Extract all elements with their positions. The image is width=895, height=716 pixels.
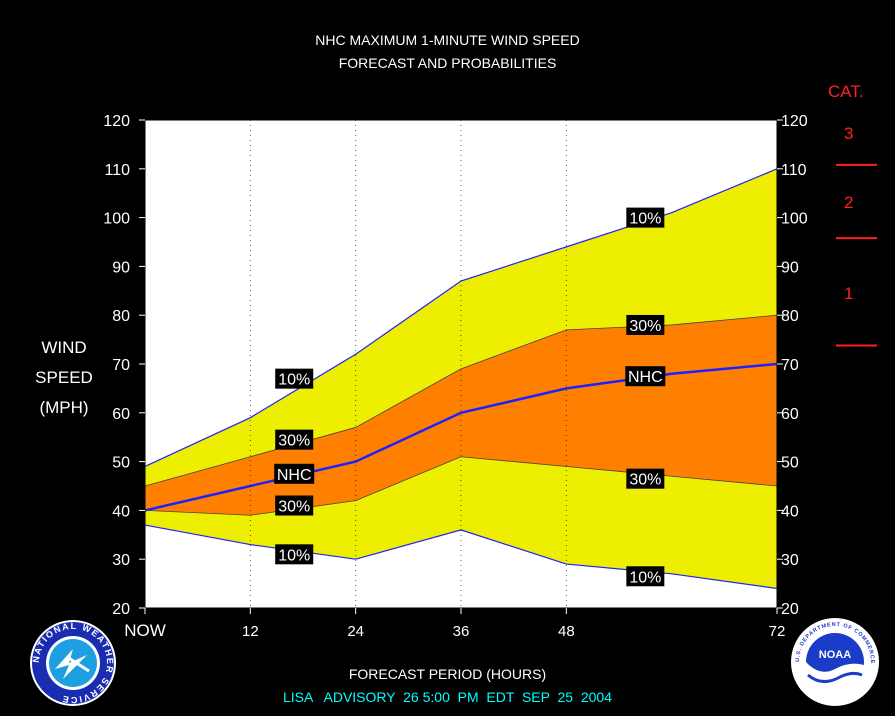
y-tick-label-right: 110 xyxy=(781,162,807,179)
y-tick-label-right: 70 xyxy=(781,357,799,374)
y-tick-label: 60 xyxy=(112,406,130,423)
y-tick-label-right: 20 xyxy=(781,601,799,618)
annotation-box xyxy=(275,544,314,565)
advisory-date: SEP 25 2004 xyxy=(521,689,612,705)
y-tick-label-right: 80 xyxy=(781,308,799,325)
annotation-label: 10% xyxy=(629,211,661,228)
advisory-number: 26 xyxy=(403,689,419,705)
chart-title-line1: NHC MAXIMUM 1-MINUTE WIND SPEED xyxy=(315,32,580,48)
category-title: CAT. xyxy=(828,82,864,101)
category-label-3: 3 xyxy=(844,124,854,143)
category-label-2: 2 xyxy=(844,193,854,212)
annotation-box xyxy=(275,495,314,516)
y-tick-label: 100 xyxy=(103,211,130,228)
y-tick-label: 90 xyxy=(112,259,130,276)
nws-logo: NATIONAL WEATHER SERVICE xyxy=(30,620,116,706)
annotation-label: 30% xyxy=(629,472,661,489)
annotation-label: 30% xyxy=(278,499,310,516)
y-tick-label-right: 120 xyxy=(781,113,808,130)
y-tick-label-right: 30 xyxy=(781,552,799,569)
annotation-label: 10% xyxy=(278,372,310,389)
y-axis-label: WIND SPEED (MPH) xyxy=(22,333,106,423)
y-tick-label-right: 90 xyxy=(781,259,799,276)
x-tick-label: NOW xyxy=(124,621,166,640)
annotation-label: 10% xyxy=(629,569,661,586)
category-label-1: 1 xyxy=(844,284,854,303)
x-axis-label: FORECAST PERIOD (HOURS) xyxy=(348,666,547,682)
noaa-logo: NOAA U.S. DEPARTMENT OF COMMERCE xyxy=(791,618,879,706)
y-tick-label-right: 60 xyxy=(781,406,799,423)
y-tick-label-right: 50 xyxy=(781,455,799,472)
annotation-label: 10% xyxy=(278,547,310,564)
annotation-label: NHC xyxy=(277,467,312,484)
y-tick-label: 20 xyxy=(112,601,130,618)
annotation-label: 30% xyxy=(278,433,310,450)
y-tick-label: 110 xyxy=(104,162,130,179)
noaa-logo-text: NOAA xyxy=(819,649,851,661)
y-tick-label: 70 xyxy=(112,357,130,374)
y-tick-label: 40 xyxy=(112,503,130,520)
annotation-box xyxy=(275,429,314,450)
x-tick-label: 48 xyxy=(558,623,575,640)
y-tick-label: 30 xyxy=(112,552,130,569)
storm-name: LISA xyxy=(283,689,313,705)
y-tick-label-right: 40 xyxy=(781,503,799,520)
y-axis-label-line: WIND xyxy=(41,338,87,357)
annotation-label: NHC xyxy=(628,369,663,386)
advisory-time: 5:00 PM EDT xyxy=(422,689,515,705)
annotation-box xyxy=(274,463,315,484)
line-nhc-forecast xyxy=(144,362,778,512)
line-lower-10-percent xyxy=(144,524,778,590)
annotation-label: 30% xyxy=(629,318,661,335)
annotation-box xyxy=(626,566,665,587)
x-tick-label: 24 xyxy=(347,623,364,640)
y-tick-label: 50 xyxy=(112,455,130,472)
y-tick-label: 120 xyxy=(103,113,130,130)
advisory-line: LISA ADVISORY 26 5:00 PM EDT SEP 25 2004 xyxy=(0,689,895,705)
x-tick-label: 72 xyxy=(769,623,786,640)
x-tick-label: 12 xyxy=(242,623,259,640)
line-upper-10-percent xyxy=(144,168,778,468)
line-upper-30-percent xyxy=(144,314,778,487)
annotation-box xyxy=(626,468,665,489)
annotation-box xyxy=(626,207,665,228)
annotation-box xyxy=(275,368,314,389)
x-tick-label: 36 xyxy=(453,623,470,640)
annotation-box xyxy=(626,314,665,335)
y-axis-label-line: (MPH) xyxy=(39,398,89,417)
y-tick-label-right: 100 xyxy=(781,211,808,228)
chart-title-line2: FORECAST AND PROBABILITIES xyxy=(338,55,557,71)
y-axis-label-line: SPEED xyxy=(35,368,93,387)
annotation-box xyxy=(625,366,666,387)
advisory-label: ADVISORY xyxy=(323,689,396,705)
y-tick-label: 80 xyxy=(112,308,130,325)
